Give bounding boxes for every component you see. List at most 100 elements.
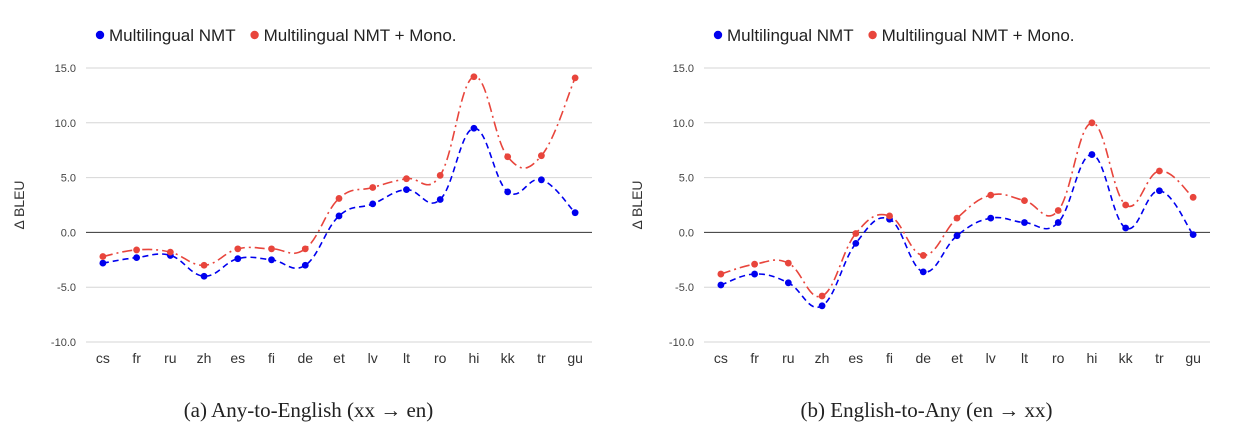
legend-marker — [868, 30, 877, 40]
x-tick-label: gu — [567, 350, 583, 366]
legend-label: Multilingual NMT — [109, 26, 236, 45]
y-tick-label: 15.0 — [673, 63, 694, 75]
data-point — [436, 196, 444, 203]
data-point — [1054, 219, 1062, 226]
data-point — [1021, 219, 1028, 226]
data-point — [1122, 224, 1130, 232]
data-point — [1122, 201, 1130, 209]
data-point — [200, 272, 208, 280]
data-point — [751, 260, 758, 268]
data-point — [717, 281, 725, 289]
y-tick-label: -5.0 — [675, 282, 694, 294]
data-point — [301, 261, 309, 269]
y-tick-label: -10.0 — [51, 337, 76, 349]
series-line — [720, 153, 1194, 309]
legend-label: Multilingual NMT + Mono. — [264, 26, 457, 45]
y-tick-label: 10.0 — [55, 118, 76, 130]
data-point — [133, 246, 141, 254]
chart-caption: (b) English-to-Any (en → xx) — [800, 398, 1053, 422]
y-tick-label: 0.0 — [61, 227, 76, 239]
chart-panel-english-to-any: -10.0 -5.0 0.0 5.0 10.0 15.0 Δ BLEU cs fr ru zh es f… — [618, 0, 1235, 440]
y-tick-label: 10.0 — [673, 118, 694, 130]
data-point — [1021, 197, 1028, 205]
data-point — [504, 153, 512, 161]
data-point — [784, 259, 792, 267]
data-point — [335, 195, 343, 202]
x-tick-label: cs — [96, 350, 110, 366]
data-point — [369, 200, 377, 208]
data-point — [751, 270, 758, 278]
data-point — [538, 176, 545, 184]
data-point — [335, 212, 343, 220]
x-tick-label: ro — [434, 350, 447, 366]
legend-label: Multilingual NMT + Mono. — [882, 26, 1075, 45]
data-point — [1156, 187, 1163, 195]
data-point — [818, 302, 826, 310]
data-point — [784, 279, 792, 287]
x-tick-label: hi — [468, 350, 479, 366]
data-point — [886, 212, 893, 220]
x-tick-label: tr — [537, 350, 546, 366]
data-point — [470, 124, 478, 132]
y-tick-label: 0.0 — [679, 227, 694, 239]
series-line — [102, 127, 576, 278]
data-point — [538, 152, 545, 160]
y-tick-label: -5.0 — [57, 282, 76, 294]
data-point — [133, 254, 141, 262]
x-tick-label: es — [848, 350, 863, 366]
x-tick-label: et — [333, 350, 345, 366]
x-tick-label: kk — [501, 350, 516, 366]
chart-any-to-english: -10.0 -5.0 0.0 5.0 10.0 15.0 Δ BLEU cs fr ru zh es f… — [11, 26, 592, 366]
x-tick-label: fi — [268, 350, 275, 366]
legend-marker — [713, 30, 723, 40]
data-point — [1156, 167, 1163, 175]
x-tick-label: de — [915, 350, 931, 366]
x-tick-label: ru — [782, 350, 794, 366]
data-point — [1189, 193, 1197, 201]
data-point — [987, 191, 995, 199]
data-point — [1189, 231, 1197, 238]
data-point — [436, 172, 444, 179]
series-line — [102, 76, 576, 267]
x-tick-label: lt — [1021, 350, 1028, 366]
data-point — [1088, 151, 1096, 158]
series-line — [720, 121, 1194, 298]
data-point — [301, 245, 309, 253]
data-point — [571, 209, 579, 217]
data-point — [99, 253, 107, 260]
x-tick-label: hi — [1086, 350, 1097, 366]
x-tick-label: ru — [164, 350, 176, 366]
data-point — [268, 245, 275, 253]
data-point — [166, 248, 174, 256]
data-point — [852, 230, 860, 237]
data-point — [919, 252, 927, 259]
x-tick-label: fr — [132, 350, 141, 366]
data-point — [818, 292, 826, 300]
x-tick-label: lv — [368, 350, 378, 366]
x-tick-label: et — [951, 350, 963, 366]
y-tick-label: -10.0 — [669, 337, 694, 349]
x-tick-label: kk — [1119, 350, 1134, 366]
legend-marker — [250, 30, 259, 40]
data-point — [987, 214, 995, 222]
data-point — [852, 239, 860, 247]
legend-marker — [95, 30, 105, 40]
data-point — [403, 186, 410, 194]
x-tick-label: tr — [1155, 350, 1164, 366]
data-point — [369, 184, 377, 191]
x-tick-label: cs — [714, 350, 728, 366]
data-point — [200, 261, 208, 269]
x-tick-label: fi — [886, 350, 893, 366]
x-tick-label: fr — [750, 350, 759, 366]
legend-label: Multilingual NMT — [727, 26, 854, 45]
data-point — [717, 270, 725, 278]
y-axis-label: Δ BLEU — [629, 180, 645, 229]
y-axis-label: Δ BLEU — [11, 180, 27, 229]
data-point — [1088, 119, 1096, 127]
data-point — [504, 188, 512, 196]
data-point — [1054, 207, 1062, 214]
x-tick-label: ro — [1052, 350, 1065, 366]
x-tick-label: zh — [197, 350, 212, 366]
data-point — [470, 73, 478, 81]
y-tick-label: 5.0 — [61, 173, 76, 185]
